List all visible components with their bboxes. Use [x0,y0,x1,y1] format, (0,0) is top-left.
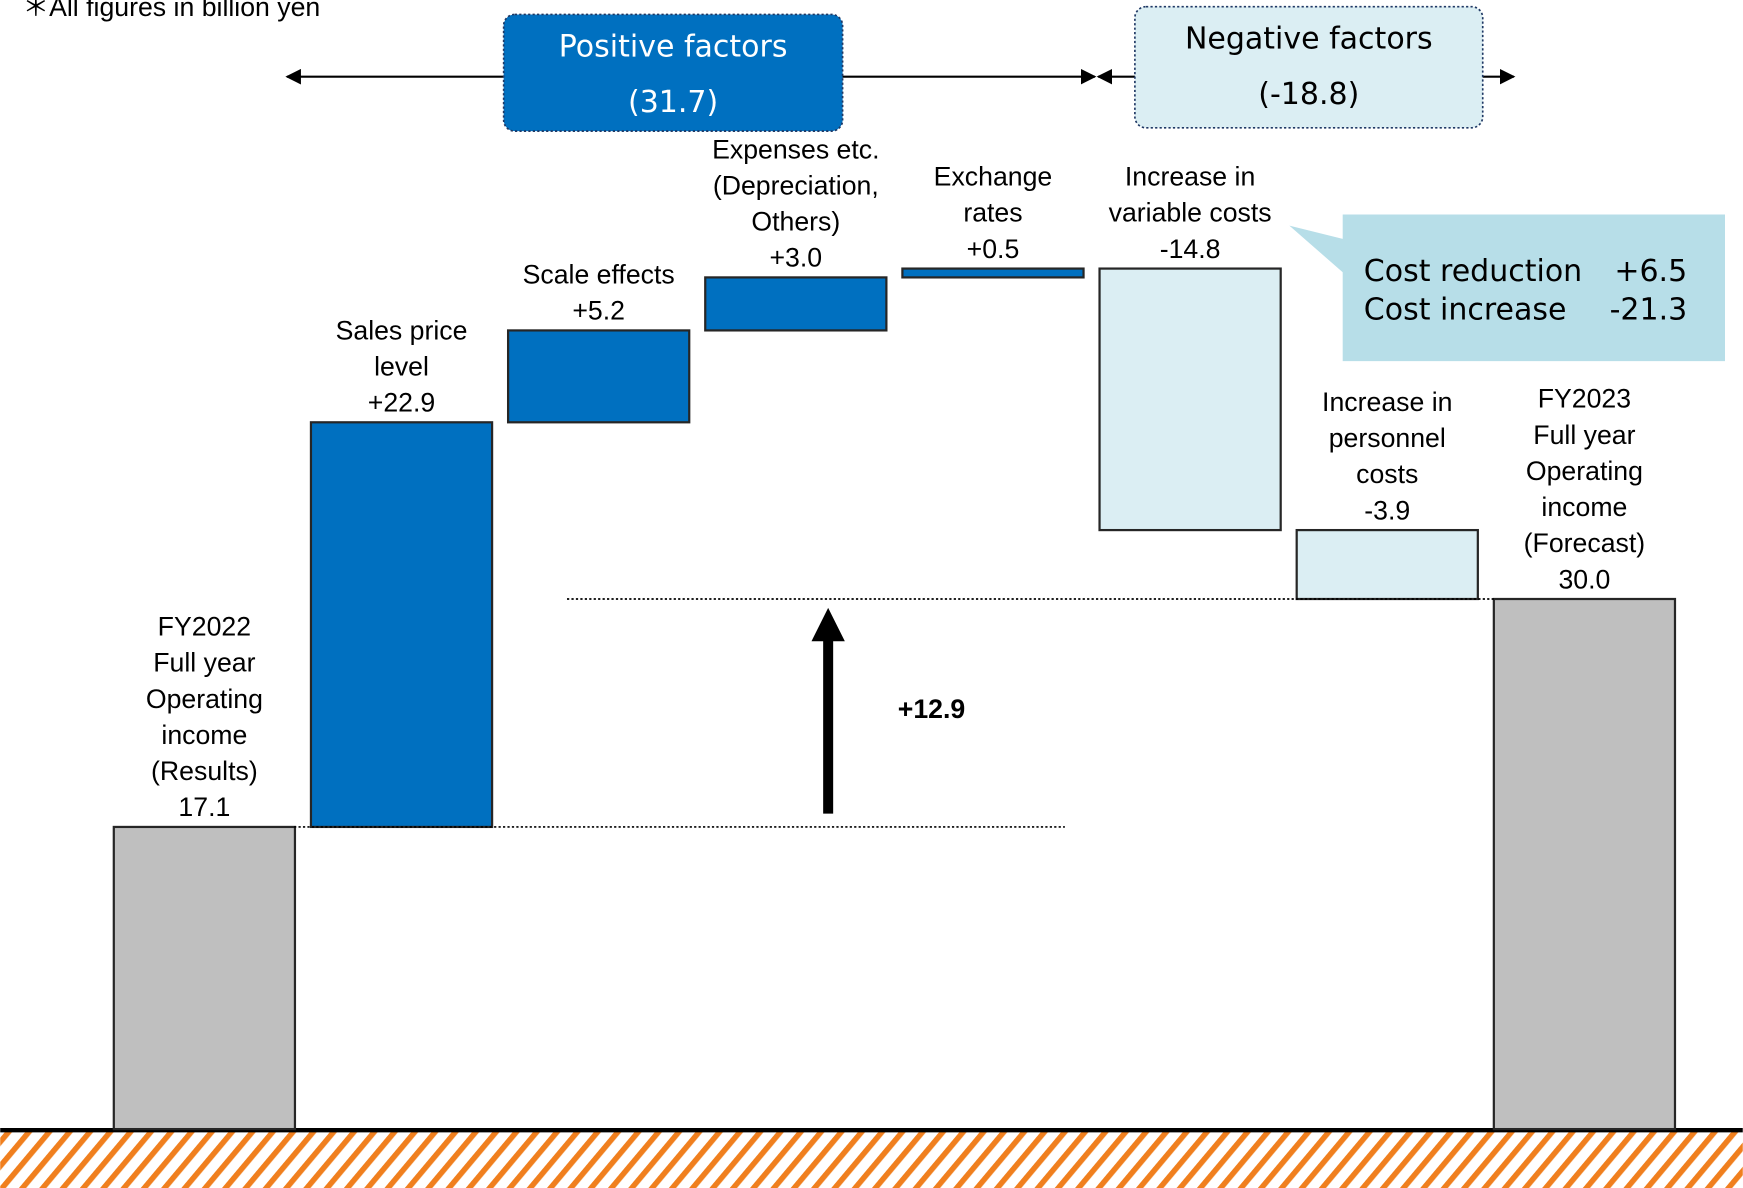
ground [0,1131,1743,1188]
value-label: +0.5 [967,234,1020,264]
bar [1295,528,1479,601]
category-label: personnel [1329,423,1446,453]
value-label: 30.0 [1558,564,1610,594]
breakdown-value: +6.5 [1614,254,1687,289]
group-box [502,13,844,132]
difference-label: +12.9 [898,694,965,724]
category-label: Increase in [1125,162,1255,192]
group-box [1134,5,1484,129]
category-label: Operating [1526,456,1643,486]
category-label: FY2022 [158,612,251,642]
value-label: +3.0 [770,243,823,273]
category-label: (Forecast) [1524,528,1645,558]
category-label: income [161,720,247,750]
group-value: (31.7) [628,85,718,120]
value-label: +5.2 [572,296,625,326]
group-value: (-18.8) [1258,77,1359,112]
category-label: Full year [1533,420,1635,450]
category-label: Full year [153,648,255,678]
callout-box [1289,214,1725,362]
group-name: Negative factors [1185,22,1433,57]
bar [901,267,1085,279]
category-label: Expenses etc. [712,134,879,164]
note: ＊All figures in billion yen [22,0,320,22]
value-label: -3.9 [1364,495,1410,525]
category-label: level [374,351,429,381]
category-label: Scale effects [523,260,675,290]
category-label: Sales price [336,315,468,345]
category-label: Operating [146,684,263,714]
breakdown-value: -21.3 [1610,293,1688,328]
difference-arrowhead [811,607,845,642]
category-label: costs [1356,459,1418,489]
category-label: Exchange [934,162,1053,192]
category-label: FY2023 [1538,384,1631,414]
value-label: +22.9 [368,388,435,418]
bar [506,329,691,424]
category-label: Increase in [1322,387,1452,417]
value-label: -14.8 [1160,234,1221,264]
category-label: (Depreciation, [713,170,879,200]
group-name: Positive factors [559,29,788,64]
bar [112,825,297,1131]
breakdown-name: Cost increase [1364,293,1567,328]
value-label: 17.1 [178,792,230,822]
category-label: income [1541,492,1627,522]
bar [309,421,494,829]
bar [1098,267,1282,532]
category-label: rates [963,198,1022,228]
breakdown-name: Cost reduction [1364,254,1582,289]
category-label: variable costs [1109,198,1272,228]
category-label: Others) [751,207,840,237]
category-label: (Results) [151,756,258,786]
bar [1492,597,1677,1131]
bar [704,276,888,332]
